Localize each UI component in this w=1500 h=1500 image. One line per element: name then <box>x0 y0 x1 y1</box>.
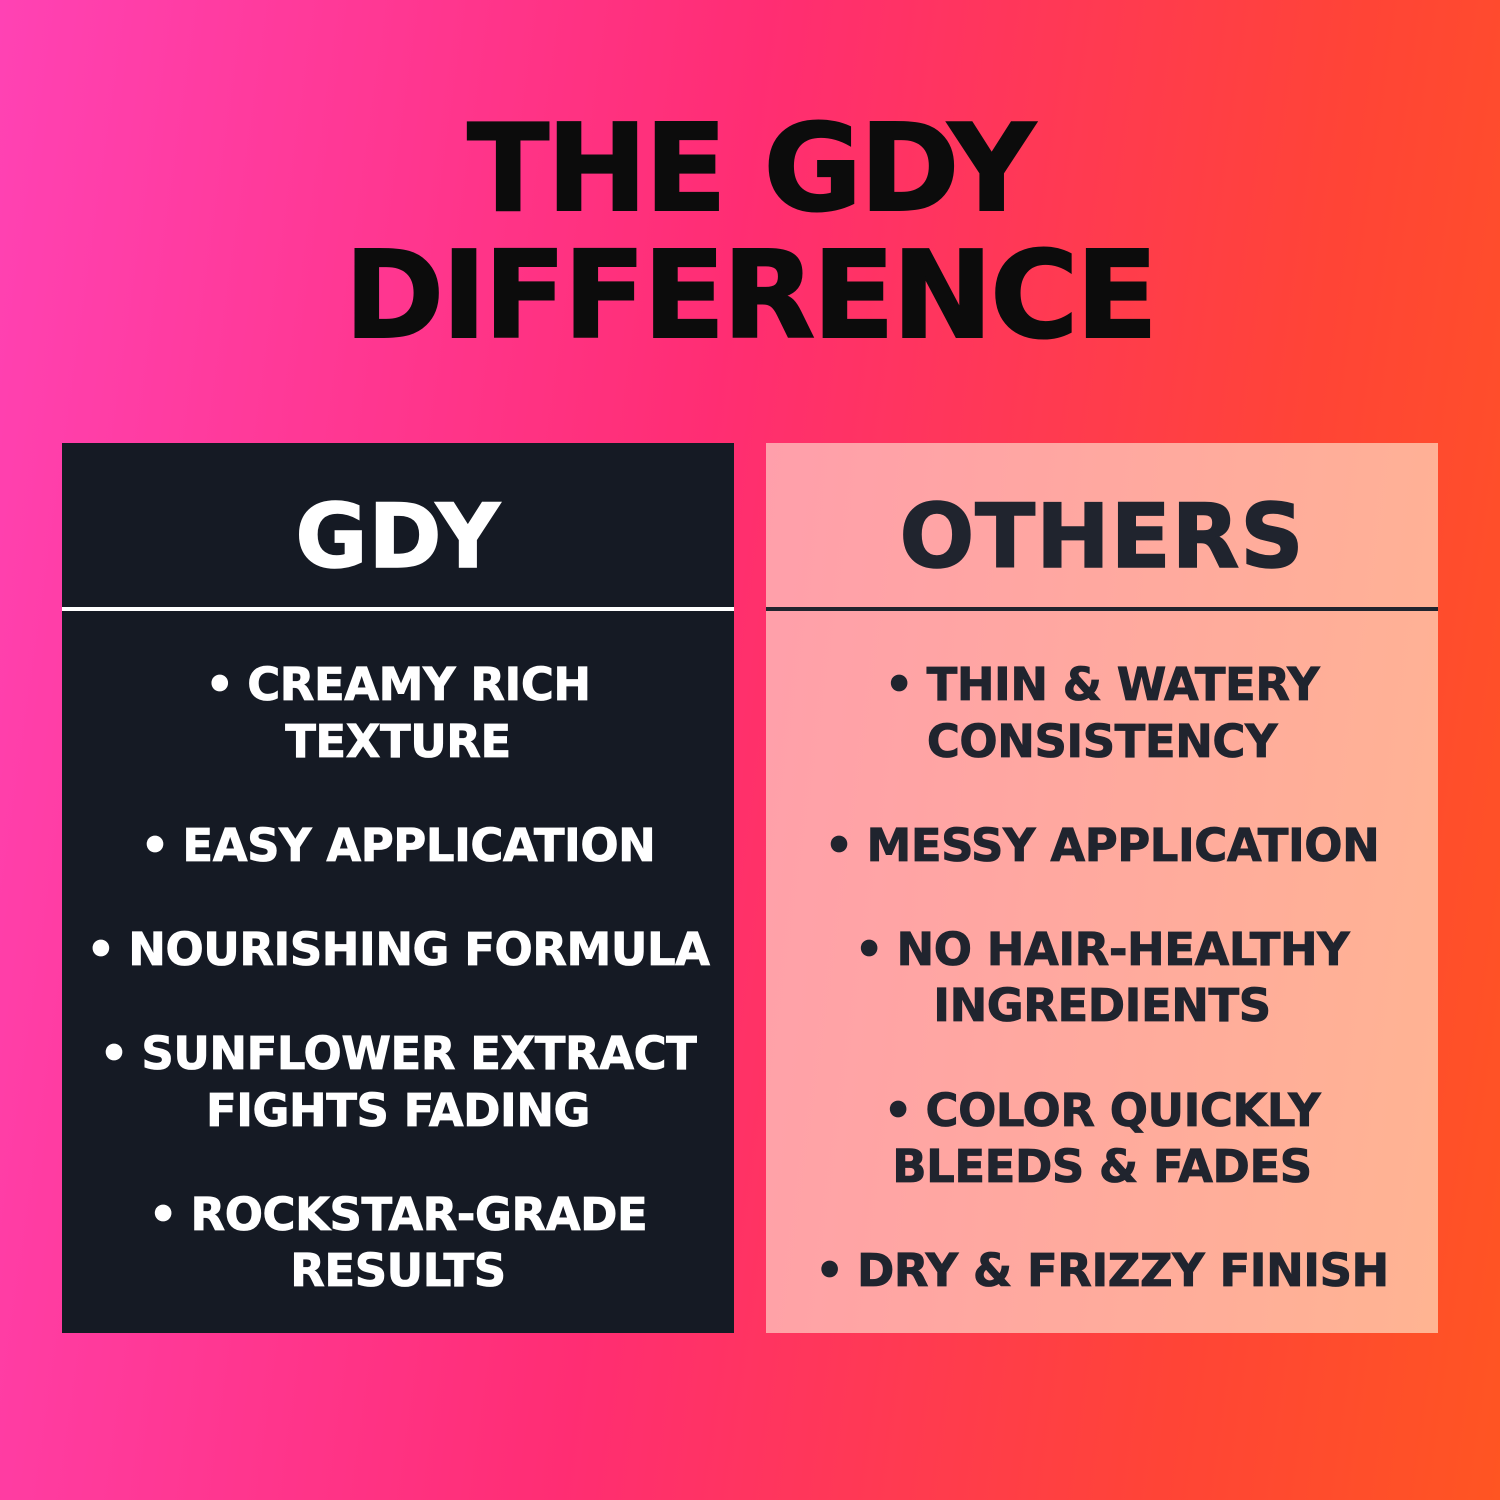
comparison-cards: GDY • CREAMY RICH TEXTURE • EASY APPLICATIO… <box>0 443 1500 1334</box>
bullet-item: • THIN & WATERY CONSISTENCY <box>790 657 1414 770</box>
bullet-icon: • <box>883 1083 913 1137</box>
bullet-item: • ROCKSTAR-GRADE RESULTS <box>86 1187 710 1300</box>
page-title: THE GDY DIFFERENCE <box>0 100 1500 367</box>
bullet-item: • MESSY APPLICATION <box>790 818 1414 874</box>
bullet-item: • CREAMY RICH TEXTURE <box>86 657 710 770</box>
bullet-text: NO HAIR-HEALTHY INGREDIENTS <box>896 923 1350 1033</box>
bullet-icon: • <box>824 818 854 872</box>
bullet-text: NOURISHING FORMULA <box>128 923 711 977</box>
bullet-item: • SUNFLOWER EXTRACT FIGHTS FADING <box>86 1026 710 1139</box>
others-bullet-list: • THIN & WATERY CONSISTENCY • MESSY APPLICA… <box>790 657 1414 1299</box>
bullet-text: CREAMY RICH TEXTURE <box>247 658 592 768</box>
bullet-text: THIN & WATERY CONSISTENCY <box>926 658 1320 768</box>
bullet-icon: • <box>884 658 914 712</box>
bullet-item: • NOURISHING FORMULA <box>86 922 710 978</box>
others-card-divider <box>766 607 1438 612</box>
bullet-icon: • <box>815 1244 845 1298</box>
others-card-title: OTHERS <box>899 485 1305 589</box>
bullet-text: ROCKSTAR-GRADE RESULTS <box>190 1187 648 1298</box>
page-title-line-1: THE GDY <box>466 100 1036 239</box>
bullet-icon: • <box>140 818 170 872</box>
bullet-item: • COLOR QUICKLY BLEEDS & FADES <box>790 1083 1414 1196</box>
bullet-item: • DRY & FRIZZY FINISH <box>790 1243 1414 1299</box>
gdy-card-title: GDY <box>295 485 501 589</box>
bullet-text: SUNFLOWER EXTRACT FIGHTS FADING <box>141 1027 697 1137</box>
gdy-bullet-list: • CREAMY RICH TEXTURE • EASY APPLICATION • NO… <box>86 657 710 1299</box>
gdy-card-divider <box>62 607 734 612</box>
page-title-line-2: DIFFERENCE <box>343 227 1158 367</box>
gdy-card: GDY • CREAMY RICH TEXTURE • EASY APPLICATIO… <box>62 443 734 1334</box>
bullet-text: MESSY APPLICATION <box>866 818 1380 872</box>
bullet-text: EASY APPLICATION <box>182 818 656 872</box>
bullet-item: • EASY APPLICATION <box>86 818 710 874</box>
bullet-icon: • <box>86 923 116 977</box>
bullet-text: COLOR QUICKLY BLEEDS & FADES <box>892 1083 1321 1193</box>
bullet-text: DRY & FRIZZY FINISH <box>857 1244 1390 1298</box>
bullet-icon: • <box>854 923 884 977</box>
bullet-item: • NO HAIR-HEALTHY INGREDIENTS <box>790 922 1414 1035</box>
bullet-icon: • <box>99 1027 129 1081</box>
bullet-icon: • <box>205 658 235 712</box>
others-card: OTHERS • THIN & WATERY CONSISTENCY • MESSY … <box>766 443 1438 1334</box>
bullet-icon: • <box>148 1187 178 1241</box>
